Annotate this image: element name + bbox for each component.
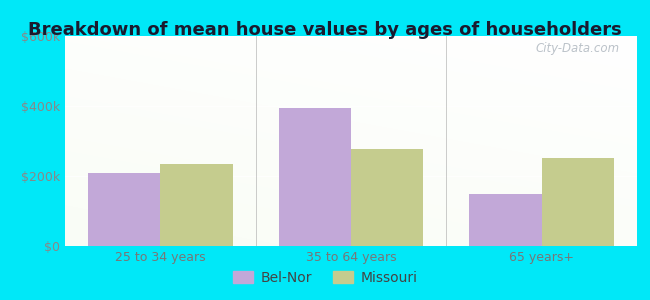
Bar [88,172,161,246]
Legend: Bel-Nor, Missouri: Bel-Nor, Missouri [227,265,423,290]
Text: City-Data.com: City-Data.com [536,42,620,55]
Bar [161,164,233,246]
Bar [541,158,614,246]
Bar [351,149,423,246]
Bar [469,194,541,246]
Bar [279,108,351,246]
Text: Breakdown of mean house values by ages of householders: Breakdown of mean house values by ages o… [28,21,622,39]
